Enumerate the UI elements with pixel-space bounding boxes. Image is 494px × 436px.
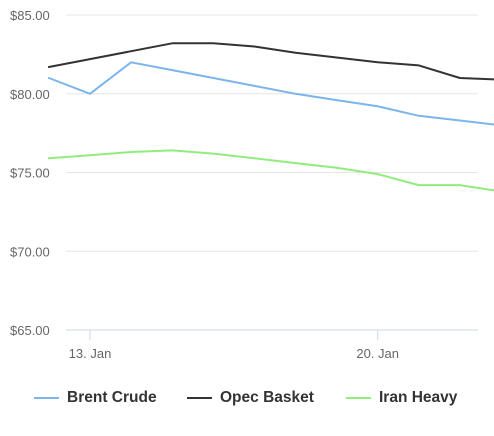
y-tick-label: $75.00 [10,166,50,181]
grid-lines [66,14,478,331]
legend-label-iran-heavy: Iran Heavy [379,389,458,406]
series-line-iran-heavy[interactable] [47,149,494,256]
legend-swatch-brent-crude [34,397,59,399]
legend-swatch-iran-heavy [346,397,371,399]
series-line-brent-crude[interactable] [47,61,494,182]
legend-label-brent-crude: Brent Crude [67,389,157,406]
y-axis-tick-labels: $85.00 $80.00 $75.00 $70.00 $65.00 [10,8,50,338]
legend-item-opec-basket[interactable]: Opec Basket [187,389,314,407]
x-tick-label: 13. Jan [69,346,112,361]
legend-item-brent-crude[interactable]: Brent Crude [34,389,157,407]
y-tick-label: $70.00 [10,244,50,259]
legend-item-iran-heavy[interactable]: Iran Heavy [346,389,457,407]
legend-label-opec-basket: Opec Basket [220,389,314,406]
chart-plot-area: $85.00 $80.00 $75.00 $70.00 $65.00 13. Jan 20… [10,8,494,361]
series-lines [47,42,494,256]
y-tick-label: $65.00 [10,323,50,338]
y-tick-label: $85.00 [10,8,50,23]
x-tick-label: 20. Jan [356,346,399,361]
series-line-opec-basket[interactable] [47,42,494,149]
chart-legend: Brent Crude Opec Basket Iran Heavy [0,385,494,413]
y-tick-label: $80.00 [10,87,50,102]
legend-swatch-opec-basket [187,397,212,399]
